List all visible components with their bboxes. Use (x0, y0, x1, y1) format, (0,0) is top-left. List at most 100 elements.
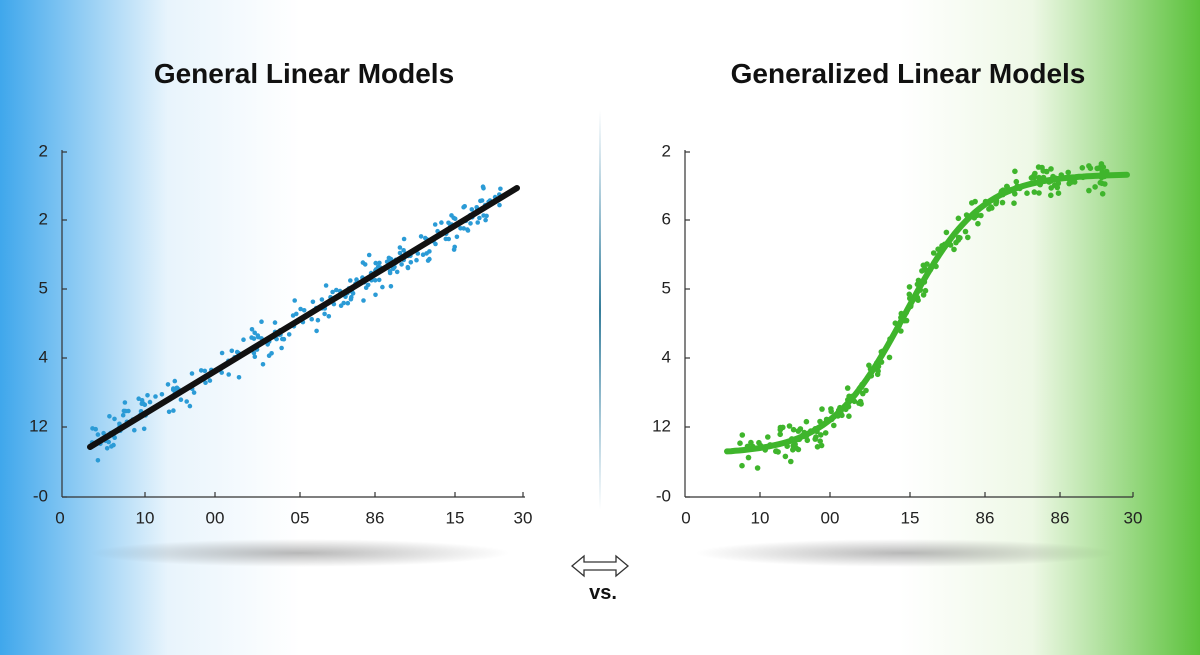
scatter-dot (298, 306, 303, 312)
y-tick-label: -0 (656, 486, 671, 505)
x-tick-label: 30 (1124, 508, 1143, 527)
y-tick-label: 5 (662, 278, 671, 297)
scatter-dot (142, 402, 148, 408)
shadow (90, 539, 510, 567)
scatter-dot (207, 378, 213, 383)
scatter-dot (373, 292, 378, 298)
y-tick-label: 2 (662, 141, 671, 160)
scatter-dot (280, 336, 285, 342)
scatter-dot (326, 314, 332, 319)
scatter-dot (1028, 175, 1035, 181)
scatter-dot (461, 204, 466, 210)
scatter-dot (844, 385, 851, 391)
scatter-dot (373, 260, 379, 266)
scatter-dot (790, 447, 796, 453)
scatter-dot (468, 221, 473, 226)
y-tick-label: 12 (652, 416, 671, 435)
fit-line (87, 185, 520, 450)
scatter-dot (397, 245, 403, 250)
scatter-dot (461, 226, 467, 231)
scatter-dot (803, 418, 810, 425)
scatter-dot (259, 319, 264, 325)
scatter-dot (975, 220, 981, 227)
y-tick-label: 2 (39, 209, 48, 228)
scatter-dot (219, 350, 225, 356)
scatter-dot (818, 442, 825, 449)
scatter-dot (831, 422, 837, 429)
scatter-dot (309, 316, 315, 322)
scatter-dot (399, 262, 404, 267)
scatter-dot (147, 399, 153, 405)
scatter-dot (350, 291, 356, 296)
scatter-dot (745, 454, 752, 461)
scatter-dot (189, 371, 195, 376)
scatter-dot (187, 403, 193, 409)
scatter-dot (319, 297, 325, 302)
scatter-dot (828, 408, 834, 415)
scatter-dot (451, 247, 457, 252)
scatter-dot (818, 432, 824, 438)
scatter-dot (366, 252, 372, 258)
scatter-dot (145, 393, 150, 398)
scatter-dot (95, 432, 101, 437)
scatter-dot (165, 382, 171, 387)
scatter-dot (999, 199, 1006, 206)
scatter-dot (255, 333, 261, 338)
scatter-dot (112, 416, 117, 422)
scatter-dot (132, 427, 137, 433)
scatter-dot (475, 220, 481, 225)
y-tick-label: 4 (662, 347, 671, 366)
scatter-dot (777, 431, 783, 438)
scatter-dot (388, 284, 394, 289)
scatter-dot (414, 257, 419, 263)
scatter-dot (866, 362, 872, 369)
scatter-dot (469, 207, 475, 212)
scatter-dot (446, 220, 451, 226)
scatter-dot (394, 269, 400, 275)
scatter-dot (122, 400, 128, 405)
scatter-dot (198, 368, 204, 373)
scatter-dot (141, 426, 147, 432)
scatter-dot (310, 299, 316, 305)
scatter-dot (315, 317, 321, 323)
scatter-dot (159, 392, 165, 397)
vs-label: vs. (589, 582, 617, 604)
scatter-dot (754, 465, 761, 471)
scatter-dot (153, 394, 158, 399)
scatter-dot (123, 408, 128, 414)
scatter-dot (969, 200, 975, 206)
scatter-dot (234, 349, 240, 355)
x-tick-label: 15 (901, 508, 920, 527)
scatter-dot (266, 353, 272, 359)
x-tick-label: 86 (1051, 508, 1070, 527)
scatter-dot (178, 397, 184, 403)
scatter-dot (418, 234, 424, 239)
scatter-dot (1098, 161, 1105, 167)
scatter-dot (191, 390, 197, 395)
scatter-dot (338, 303, 344, 309)
scatter-dot (95, 458, 101, 463)
scatter-dot (1012, 168, 1018, 175)
y-tick-label: 5 (39, 278, 48, 297)
scatter-dot (241, 337, 246, 343)
y-tick-label: -0 (33, 486, 48, 505)
scatter-dot (1031, 189, 1038, 195)
scatter-dot (219, 370, 224, 375)
y-tick-label: 6 (662, 209, 671, 228)
scatter-dot (301, 308, 307, 313)
scatter-dot (376, 277, 382, 283)
scatter-dot (432, 222, 438, 227)
scatter-dot (857, 398, 864, 405)
scatter-dot (477, 215, 482, 221)
scatter-dot (498, 186, 503, 192)
scatter-dot (978, 212, 984, 219)
scatter-dot (136, 396, 141, 402)
scatter-dot (965, 234, 971, 241)
scatter-dot (1079, 165, 1086, 171)
scatter-dot (497, 202, 502, 208)
scatter-dot (449, 213, 454, 218)
scatter-dot (345, 300, 351, 306)
scatter-dot (323, 283, 329, 288)
scatter-dot (443, 236, 449, 242)
